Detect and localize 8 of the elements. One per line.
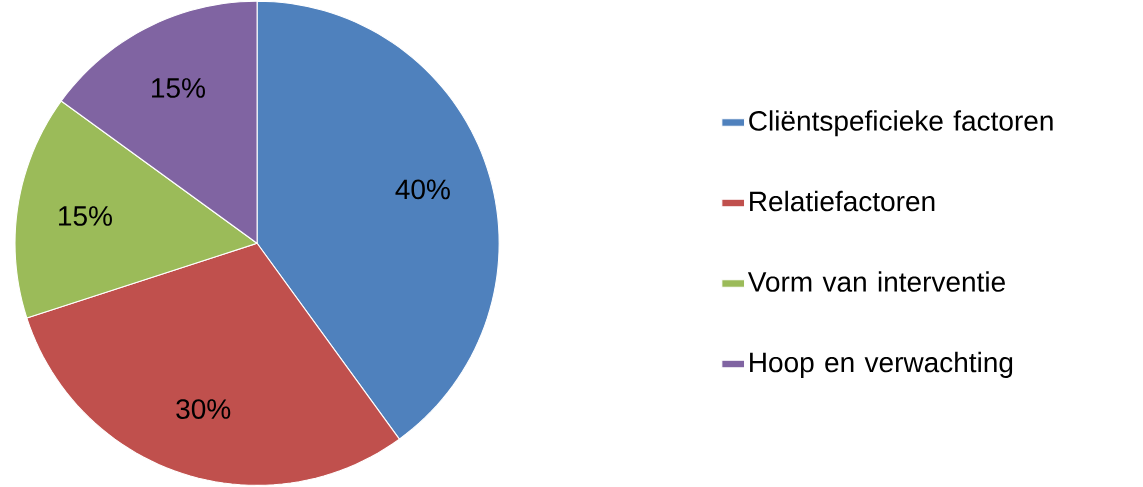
data-label: 30% — [176, 399, 231, 420]
data-label: 40% — [395, 179, 450, 200]
data-label: 15% — [59, 206, 112, 226]
legend-label: Hoop en verwachting — [750, 351, 1013, 378]
legend-label: Relatiefactoren — [750, 190, 935, 212]
data-label: 15% — [152, 78, 205, 98]
legend-label: Vorm van interventie — [747, 271, 1005, 292]
legend-label: Cliëntspeficieke factoren — [749, 110, 1053, 137]
